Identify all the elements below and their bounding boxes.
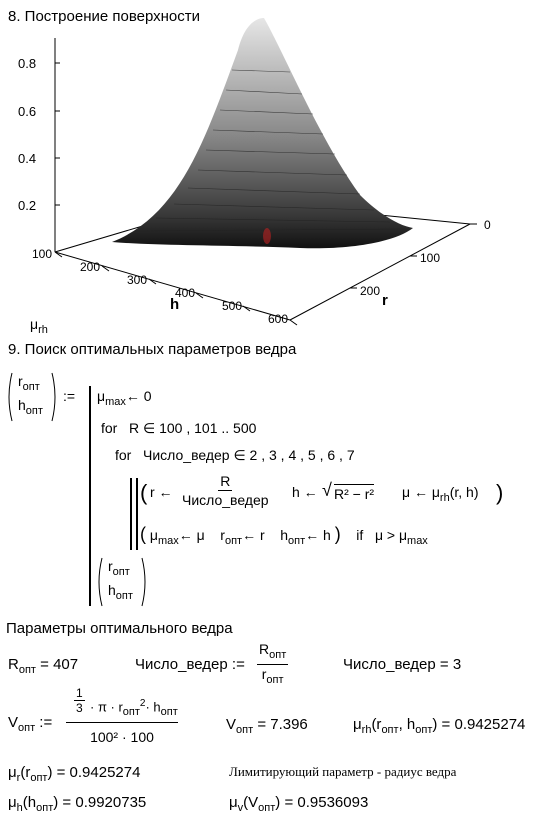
mu-h-result[interactable]: μh(hопт) = 0.9920735 [8, 794, 147, 814]
h-tick-label: 400 [175, 286, 196, 300]
z-tick-label: 0.2 [18, 198, 37, 213]
mu-rh-result[interactable]: μrh(rопт, hопт) = 0.9425274 [353, 716, 526, 736]
params-title: Параметры оптимального ведра [6, 620, 233, 637]
z-tick-label: 0.8 [18, 56, 37, 71]
z-axis-label: μrh [30, 316, 48, 336]
h-tick-label: 600 [268, 312, 289, 326]
r-tick-label: 0 [484, 218, 491, 232]
program-bar-inner-2 [136, 478, 138, 550]
h-tick-label: 100 [32, 247, 53, 261]
assign-operator: := [63, 388, 76, 404]
v-definition[interactable]: Vопт := 1 3 · π · rопт2· hопт 100² · 100 [8, 686, 178, 745]
mu-v-result[interactable]: μv(Vопт) = 0.9536093 [229, 794, 369, 814]
program-line-for-count[interactable]: for Число_ведер ∈ 2 , 3 , 4 , 5 , 6 , 7 [115, 447, 355, 463]
h-tick-label: 500 [222, 299, 243, 313]
h-axis-line [54, 251, 291, 321]
count-result[interactable]: Число_ведер = 3 [343, 656, 462, 673]
surface-plot[interactable] [0, 0, 555, 330]
z-tick-label: 0.6 [18, 104, 37, 119]
program-line-init[interactable]: μmax← 0 [97, 388, 152, 408]
v-result[interactable]: Vопт = 7.396 [226, 716, 308, 736]
surface-section-title: 8. Построение поверхности [8, 8, 201, 25]
return-vector[interactable]: rопт hопт [96, 556, 148, 608]
h-ticks [54, 251, 298, 326]
mu-r-result[interactable]: μr(rопт) = 0.9425274 [8, 764, 141, 784]
r-ticks [350, 223, 477, 289]
r-axis-line [289, 223, 471, 321]
z-tick-label: 0.4 [18, 151, 37, 166]
surface-mountain [112, 18, 413, 249]
limiting-parameter-note: Лимитирующий параметр - радиус ведра [229, 764, 457, 779]
z-ticks [55, 62, 60, 206]
optimization-section-title: 9. Поиск оптимальных параметров ведра [8, 341, 297, 358]
program-bar-inner-1 [130, 478, 132, 550]
r-tick-label: 200 [360, 284, 381, 298]
r-tick-label: 100 [420, 251, 441, 265]
surface-highlight [263, 228, 271, 244]
r-axis-label: r [382, 292, 388, 309]
h-tick-label: 300 [127, 273, 148, 287]
r-opt-result[interactable]: Rопт = 407 [8, 656, 79, 676]
lhs-vector[interactable]: rопт hопт [6, 371, 58, 423]
surface-contours [133, 69, 406, 232]
program-line-update[interactable]: ( μmax← μ rопт← r hопт← h ) if μ > μmax [140, 524, 428, 547]
h-axis-label: h [170, 296, 180, 313]
program-bar-outer [89, 386, 91, 606]
h-tick-label: 200 [80, 260, 101, 274]
program-line-for-r[interactable]: for R ∈ 100 , 101 .. 500 [101, 420, 257, 436]
